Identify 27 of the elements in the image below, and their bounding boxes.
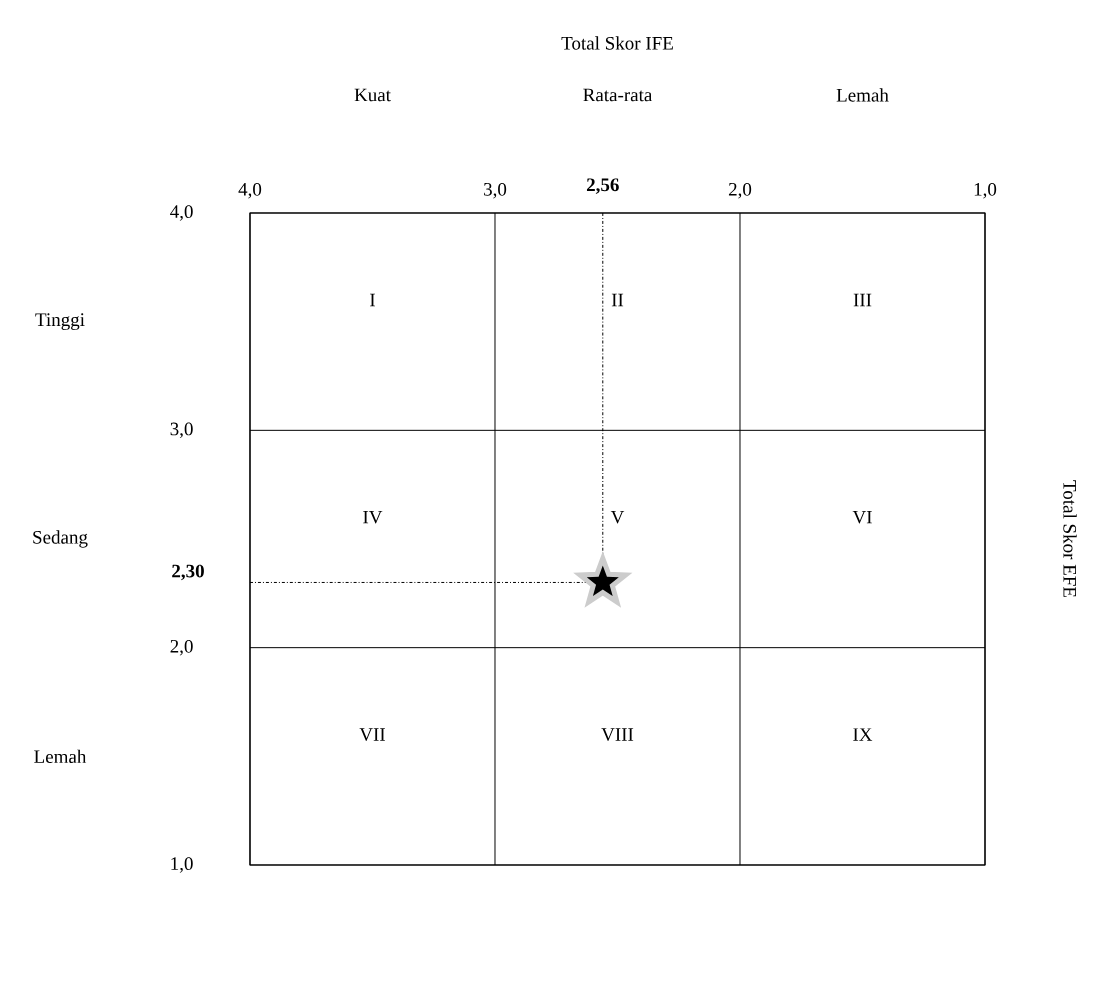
text: Lemah — [34, 749, 87, 764]
ref-line-label: 2,56 — [586, 178, 619, 194]
x-tick-label: 1,0 — [974, 182, 997, 199]
y-tick-label: 4,0 — [170, 205, 193, 221]
text: Lemah — [836, 88, 889, 102]
text: Rata-rata — [583, 88, 653, 102]
x-tick-label: 3,0 — [484, 182, 507, 199]
text: Sedang — [33, 530, 88, 548]
annotation: I — [370, 293, 375, 307]
annotation: II — [611, 293, 624, 307]
annotation: VI — [852, 510, 872, 524]
text: Kuat — [354, 88, 391, 102]
annotation: III — [853, 293, 872, 307]
x-tick-label: 4,0 — [238, 182, 262, 199]
x-tick-label: 2,0 — [728, 182, 752, 199]
ref-line-label: 2,30 — [172, 564, 204, 581]
y-axis-title: Total Skor EFE — [1063, 480, 1077, 598]
annotation: V — [610, 510, 625, 524]
annotation: IV — [363, 510, 383, 524]
annotation: VII — [359, 728, 386, 741]
y-tick-label: 1,0 — [171, 857, 193, 873]
text: Tinggi — [35, 313, 85, 330]
y-tick-label: 2,0 — [170, 639, 193, 656]
annotation: VIII — [601, 728, 634, 741]
chart-title: Total Skor IFE — [561, 36, 673, 50]
annotation: IX — [853, 728, 873, 741]
y-tick-label: 3,0 — [170, 422, 193, 439]
